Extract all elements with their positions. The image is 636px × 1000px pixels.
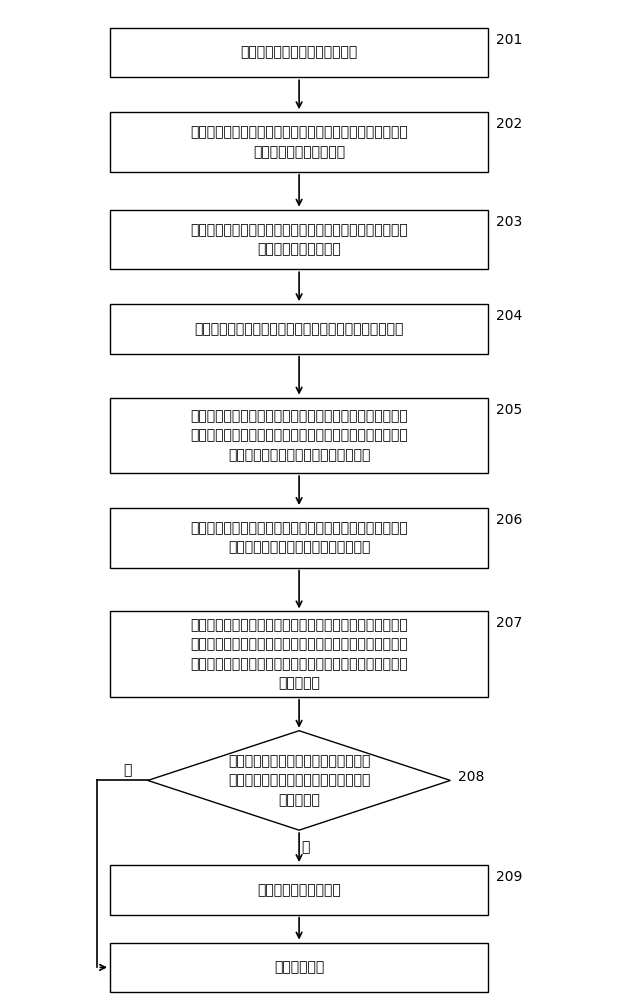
Text: 205: 205 bbox=[496, 403, 522, 417]
FancyBboxPatch shape bbox=[110, 943, 488, 992]
Text: 根据所述终端的位置信息及所述站点的位置信息确定用户到
达所述站点位置的时间: 根据所述终端的位置信息及所述站点的位置信息确定用户到 达所述站点位置的时间 bbox=[190, 223, 408, 256]
Text: 当所述站点位置到达所述目的地址的公交线路存在转换站点
时，确定所述目标公交车到达所述转换站点的时间，以及待
转换的公交车到达所述转换站点的时间: 当所述站点位置到达所述目的地址的公交线路存在转换站点 时，确定所述目标公交车到达… bbox=[190, 409, 408, 462]
Text: 202: 202 bbox=[496, 117, 522, 131]
Text: 204: 204 bbox=[496, 309, 522, 323]
FancyBboxPatch shape bbox=[110, 304, 488, 354]
Text: 203: 203 bbox=[496, 215, 522, 229]
Text: 根据所述用户到达所述站点位置的时间以及所述公交车到达
所述站点位置的时间规划行程线路信息: 根据所述用户到达所述站点位置的时间以及所述公交车到达 所述站点位置的时间规划行程… bbox=[190, 521, 408, 555]
FancyBboxPatch shape bbox=[110, 210, 488, 269]
Text: 获取行驶所述公交线路的公交车到达所述站点位置的时间: 获取行驶所述公交线路的公交车到达所述站点位置的时间 bbox=[195, 322, 404, 336]
Text: 否: 否 bbox=[123, 763, 132, 777]
Polygon shape bbox=[148, 731, 450, 830]
FancyBboxPatch shape bbox=[110, 508, 488, 568]
Text: 执行其它操作: 执行其它操作 bbox=[274, 960, 324, 974]
Text: 209: 209 bbox=[496, 870, 522, 884]
Text: 是: 是 bbox=[301, 840, 310, 854]
Text: 206: 206 bbox=[496, 513, 522, 527]
FancyBboxPatch shape bbox=[110, 865, 488, 915]
Text: 根据所述终端的位置信息获取能够到达所述目的地址的公交
线路及对应站点位置信息: 根据所述终端的位置信息获取能够到达所述目的地址的公交 线路及对应站点位置信息 bbox=[190, 125, 408, 159]
FancyBboxPatch shape bbox=[110, 398, 488, 473]
Text: 获取目的地址及终端的位置信息: 获取目的地址及终端的位置信息 bbox=[240, 45, 357, 60]
Text: 207: 207 bbox=[496, 616, 522, 630]
FancyBboxPatch shape bbox=[110, 112, 488, 172]
Text: 输出所述行程线路信息，所述行程线路信息包括为用户推荐
的目标公交车，所述行程线路信息还包括所述目标公交车到
达所述转换站点的时间与所述待转换的公交车到达所述转换: 输出所述行程线路信息，所述行程线路信息包括为用户推荐 的目标公交车，所述行程线路… bbox=[190, 618, 408, 690]
Text: 208: 208 bbox=[458, 770, 485, 784]
Text: 为用户推荐另一公交车: 为用户推荐另一公交车 bbox=[257, 883, 341, 897]
Text: 201: 201 bbox=[496, 33, 522, 47]
FancyBboxPatch shape bbox=[110, 28, 488, 77]
Text: 判断所述用户到达所述站点位置的时间
是否大于所述目标公交车到达所述站点
位置的时间: 判断所述用户到达所述站点位置的时间 是否大于所述目标公交车到达所述站点 位置的时… bbox=[228, 754, 370, 807]
FancyBboxPatch shape bbox=[110, 611, 488, 697]
